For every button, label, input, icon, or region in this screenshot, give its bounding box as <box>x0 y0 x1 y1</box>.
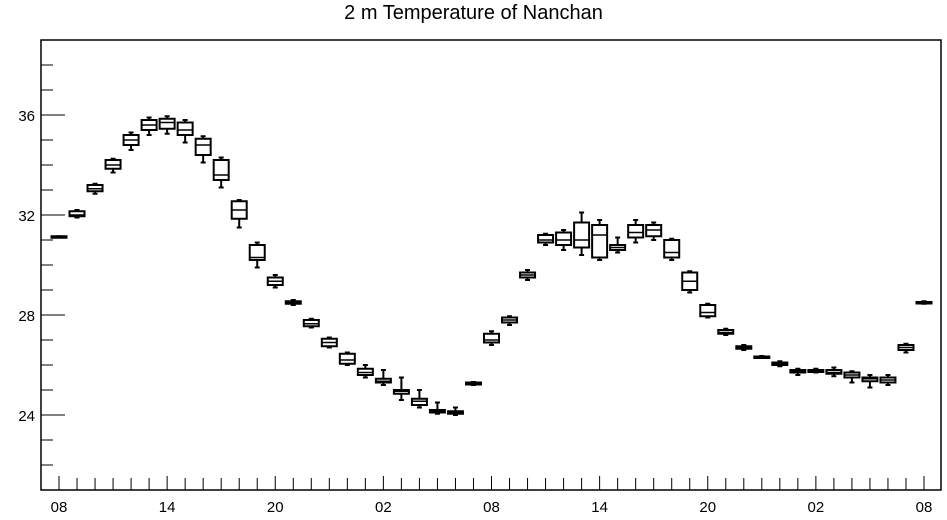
box-item <box>410 389 428 409</box>
x-tick-label: 02 <box>375 499 392 516</box>
box-item <box>86 182 104 195</box>
box-item <box>50 235 68 239</box>
box-item <box>483 330 500 346</box>
box-item <box>807 367 825 374</box>
box-body <box>212 159 230 181</box>
box-item <box>879 374 897 386</box>
box-item <box>428 401 446 415</box>
chart-title: 2 m Temperature of Nanchan <box>344 2 603 24</box>
box-item <box>897 342 915 354</box>
box-item <box>374 369 392 386</box>
box-item <box>555 229 573 251</box>
box-item <box>501 315 519 326</box>
box-item <box>573 211 591 256</box>
box-body <box>338 352 356 365</box>
box-body <box>573 221 591 249</box>
box-body <box>699 304 717 318</box>
box-body <box>248 244 266 261</box>
box-item <box>248 241 266 269</box>
box-body <box>194 137 212 156</box>
box-item <box>825 366 843 378</box>
box-item <box>104 157 122 174</box>
box-item <box>537 232 555 246</box>
box-item <box>140 116 158 136</box>
box-item <box>284 299 302 306</box>
box-item <box>320 336 338 349</box>
x-tick-label: 08 <box>916 499 933 516</box>
box-item <box>699 302 717 319</box>
box-item <box>122 131 140 151</box>
box-body <box>158 117 176 130</box>
x-tick-label: 08 <box>483 499 500 516</box>
box-item <box>392 376 410 401</box>
box-item <box>609 236 627 254</box>
box-item <box>194 135 212 164</box>
box-item <box>212 156 230 189</box>
box-item <box>789 367 807 376</box>
box-item <box>771 360 789 368</box>
box-item <box>302 317 320 329</box>
box-item <box>681 270 699 294</box>
box-body <box>176 121 194 136</box>
box-item <box>735 344 753 351</box>
box-item <box>266 274 284 289</box>
box-item <box>645 221 663 241</box>
box-item <box>338 351 356 366</box>
box-body <box>627 224 645 239</box>
box-item <box>158 115 176 135</box>
box-item <box>446 406 464 416</box>
box-body <box>68 210 86 218</box>
y-tick-label: 32 <box>18 208 35 225</box>
x-axis: 08 14 20 02 08 14 20 02 08 <box>51 476 933 516</box>
box-body <box>537 234 555 244</box>
box-item <box>861 374 879 389</box>
box-item <box>627 219 645 244</box>
box-body <box>591 224 609 259</box>
box-item <box>663 237 681 261</box>
box-series <box>50 115 933 416</box>
box-item <box>915 300 933 305</box>
box-item <box>717 327 735 336</box>
x-tick-label: 02 <box>808 499 825 516</box>
y-axis: 24 28 32 36 <box>18 39 65 491</box>
x-tick-label: 08 <box>51 499 68 516</box>
box-item <box>753 355 771 359</box>
y-tick-label: 36 <box>18 108 35 125</box>
plot-frame <box>40 39 942 491</box>
box-body <box>663 239 681 259</box>
box-item <box>68 209 86 219</box>
x-tick-label: 14 <box>591 499 608 516</box>
box-item <box>519 269 537 281</box>
box-item <box>176 119 194 144</box>
box-item <box>356 364 374 379</box>
box-body <box>555 231 573 246</box>
box-item <box>230 199 248 229</box>
x-tick-label: 20 <box>267 499 284 516</box>
y-tick-label: 28 <box>18 308 35 325</box>
x-tick-label: 14 <box>159 499 176 516</box>
y-tick-label: 24 <box>18 408 35 425</box>
box-item <box>843 370 861 384</box>
box-item <box>591 219 609 261</box>
x-tick-label: 20 <box>699 499 716 516</box>
box-body <box>483 332 500 344</box>
box-item <box>464 381 482 386</box>
